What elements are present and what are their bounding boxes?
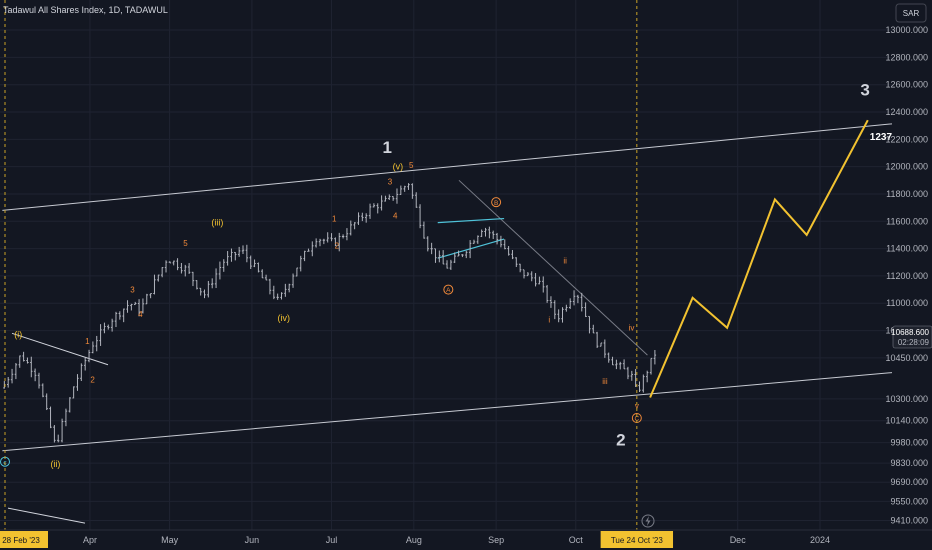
trendline-lower-left [7, 507, 86, 524]
price-tick-label: 11400.000 [886, 244, 928, 254]
wave-label: ii [563, 257, 567, 266]
wave-label: 4 [138, 310, 143, 319]
price-tick-label: 10450.000 [885, 353, 928, 363]
time-axis-panel[interactable] [0, 530, 892, 550]
currency-button[interactable] [895, 3, 927, 23]
price-tick-label: 12600.000 [885, 80, 928, 90]
wave-label: 1 [332, 214, 337, 223]
time-tick-label: 2024 [810, 535, 830, 545]
price-tick-label: 11800.000 [886, 189, 928, 199]
last-price-value: 10688.600 [891, 328, 929, 337]
projection-path: 12370 [649, 119, 898, 398]
price-tick-label: 10140.000 [885, 416, 928, 426]
wave-label: 1 [85, 337, 90, 346]
trendline-wave-i [11, 332, 109, 366]
wave-label: 3 [130, 285, 135, 294]
time-highlight-label: Tue 24 Oct '23 [611, 536, 663, 545]
wave-label: (ii) [50, 459, 60, 469]
time-highlight-tag [0, 531, 48, 548]
time-tick-label: Dec [730, 535, 747, 545]
circled-wave-label: B [494, 200, 498, 207]
wave-label: 1 [383, 138, 392, 157]
trendline-b-c [458, 179, 648, 356]
price-tick-label: 13000.000 [885, 25, 928, 35]
price-tick-label: 11000.000 [886, 298, 928, 308]
time-tick-label: May [161, 535, 179, 545]
price-axis-panel[interactable] [892, 0, 932, 530]
price-tick-label: 9690.000 [890, 477, 928, 487]
circled-wave-label: C [634, 416, 639, 423]
countdown-timer: 02:28:09 [898, 338, 930, 347]
price-tick-label: 10300.000 [885, 394, 928, 404]
lightning-icon[interactable] [641, 514, 655, 528]
projection-line [649, 119, 869, 398]
price-tick-label: 12000.000 [885, 162, 928, 172]
triangle-lower [437, 238, 505, 259]
circled-wave-marker [491, 197, 502, 208]
price-tick-label: 9550.000 [890, 496, 928, 506]
time-highlight-tag [600, 531, 674, 548]
time-highlight-label: 28 Feb '23 [2, 536, 40, 545]
channel-line-upper [2, 123, 893, 211]
time-tick-label: Oct [569, 535, 584, 545]
wave-label: 3 [860, 81, 869, 100]
wave-label: 2 [90, 375, 95, 384]
wave-label: iv [629, 324, 635, 333]
time-tick-label: Sep [488, 535, 504, 545]
wave-label: 3 [388, 177, 393, 186]
time-tick-label: Apr [83, 535, 97, 545]
time-tick-label: Jun [245, 535, 260, 545]
wave-label: v [635, 401, 639, 410]
price-tick-label: 12800.000 [885, 52, 928, 62]
price-tick-label: 11600.000 [886, 216, 928, 226]
wave-label: (iv) [277, 313, 290, 323]
wave-label: 4 [393, 212, 398, 221]
target-label: 12370 [870, 132, 898, 143]
price-tick-label: 9410.000 [890, 515, 928, 525]
channel-line-lower [2, 372, 893, 452]
last-price-tag [892, 325, 932, 349]
wave-label: (i) [14, 329, 22, 339]
currency-button-label: SAR [903, 9, 920, 18]
time-axis[interactable]: 28 Feb '23 Apr May Jun Jul Aug Sep Oct Tue 24 Oc… [0, 531, 830, 548]
wave-label: 5 [183, 239, 188, 248]
wave-label: 5 [409, 161, 414, 170]
ohlc-bars [3, 183, 657, 443]
price-tick-label: 9980.000 [890, 438, 928, 448]
wave-label: (v) [393, 161, 404, 171]
wave-label: i [548, 315, 550, 324]
crosshair-lines [4, 0, 638, 530]
time-tick-label: Jul [326, 535, 338, 545]
price-tick-label: 12400.000 [885, 107, 928, 117]
price-tick-label: 12200.000 [885, 134, 928, 144]
triangle-upper [437, 217, 505, 224]
wave-label: 2 [616, 430, 625, 449]
time-tick-label: Aug [406, 535, 422, 545]
wave-label: (iii) [211, 217, 223, 227]
symbol-title[interactable]: Tadawul All Shares Index, 1D, TADAWUL [3, 5, 168, 15]
auxiliary-lines [7, 179, 648, 524]
trend-channel [2, 123, 893, 452]
wave-label: iii [602, 377, 608, 386]
wave-label: 2 [335, 242, 340, 251]
circled-wave-marker [443, 284, 454, 295]
price-tick-label: 11200.000 [886, 271, 928, 281]
price-tick-label: 9830.000 [890, 458, 928, 468]
grid [0, 0, 892, 530]
circled-wave-label: A [446, 287, 451, 294]
